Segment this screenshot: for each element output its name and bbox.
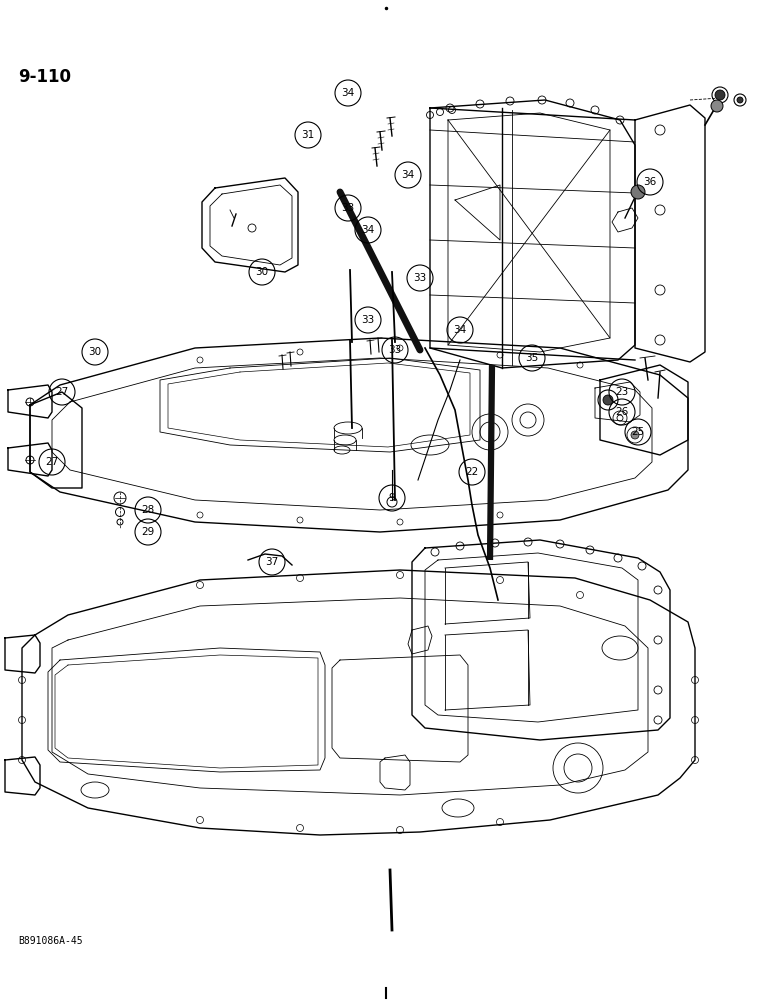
Text: 31: 31 <box>301 130 315 140</box>
Text: 26: 26 <box>615 407 628 417</box>
Text: 34: 34 <box>341 88 354 98</box>
Text: 30: 30 <box>89 347 102 357</box>
Text: 23: 23 <box>615 387 628 397</box>
Text: 34: 34 <box>361 225 374 235</box>
Circle shape <box>631 185 645 199</box>
Text: 34: 34 <box>401 170 415 180</box>
Text: 33: 33 <box>341 203 354 213</box>
Text: 25: 25 <box>631 427 645 437</box>
Text: 29: 29 <box>141 527 154 537</box>
Text: 34: 34 <box>453 325 466 335</box>
Text: 36: 36 <box>643 177 657 187</box>
Text: B891086A-45: B891086A-45 <box>18 936 83 946</box>
Text: 27: 27 <box>46 457 59 467</box>
Text: 27: 27 <box>56 387 69 397</box>
Circle shape <box>603 395 613 405</box>
Text: 37: 37 <box>266 557 279 567</box>
Circle shape <box>715 90 725 100</box>
Text: 33: 33 <box>413 273 427 283</box>
Text: 9: 9 <box>388 493 395 503</box>
Text: 30: 30 <box>256 267 269 277</box>
Text: 9-110: 9-110 <box>18 68 71 86</box>
Text: 22: 22 <box>466 467 479 477</box>
Text: 28: 28 <box>141 505 154 515</box>
Text: 35: 35 <box>526 353 539 363</box>
Text: 33: 33 <box>361 315 374 325</box>
Circle shape <box>711 100 723 112</box>
Circle shape <box>631 431 639 439</box>
Circle shape <box>737 97 743 103</box>
Text: 33: 33 <box>388 345 401 355</box>
